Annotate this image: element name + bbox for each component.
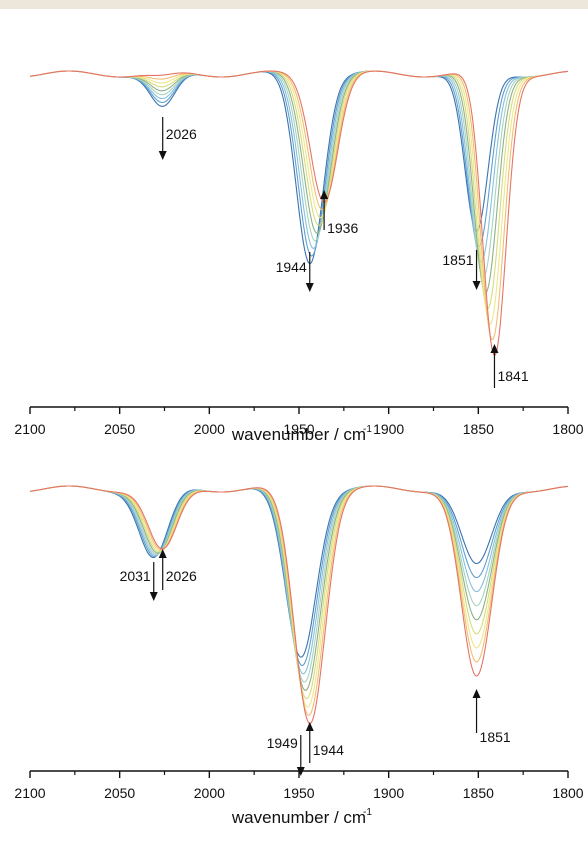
- top-spectrum-panel: 2100 2050 2000 1950 1900 1850 1800 wavenumber /…: [14, 70, 584, 444]
- peak-label: 1949: [267, 735, 298, 751]
- peak-annotation-1944: 1944: [305, 722, 344, 763]
- peak-arrow-head: [149, 592, 158, 601]
- spectrum-series-2: [29, 70, 569, 257]
- peak-label: 1944: [276, 259, 307, 275]
- peak-annotation-1841: 1841: [490, 344, 529, 388]
- peak-arrow-head: [305, 283, 314, 292]
- x-axis-label: wavenumber / cm: [231, 808, 366, 827]
- x-tick-label: 1950: [283, 421, 314, 437]
- x-tick-label: 2000: [194, 785, 225, 801]
- peak-arrow-head: [158, 549, 167, 558]
- x-tick-label: 2050: [104, 785, 135, 801]
- spectrum-series-4: [29, 485, 569, 683]
- peak-arrow-head: [305, 722, 314, 731]
- x-axis-label: wavenumber / cm: [231, 425, 366, 444]
- spectrum-series-5: [29, 485, 569, 691]
- peak-label: 1936: [327, 220, 358, 236]
- x-tick-label: 2100: [14, 785, 45, 801]
- peak-label: 1841: [497, 368, 528, 384]
- peak-label: 1944: [313, 742, 344, 758]
- peak-annotation-2026: 2026: [158, 117, 197, 160]
- peak-annotation-1851: 1851: [472, 689, 511, 745]
- spectrum-series-9: [29, 70, 569, 357]
- peak-arrow-head: [320, 190, 329, 199]
- x-tick-label: 2000: [194, 421, 225, 437]
- peak-arrow-head: [490, 344, 499, 353]
- peak-label: 1851: [442, 252, 473, 268]
- x-tick-label: 1800: [552, 421, 583, 437]
- x-tick-label: 1900: [373, 785, 404, 801]
- bottom-spectrum-panel: 2100 2050 2000 1950 1900 1850 1800 wavenumber /…: [14, 485, 584, 827]
- spectrum-series-9: [29, 485, 569, 725]
- peak-annotation-1944: 1944: [276, 252, 314, 292]
- spectrum-series-3: [29, 70, 569, 263]
- x-tick-label: 1850: [463, 785, 494, 801]
- peak-arrow-head: [296, 767, 305, 776]
- peak-annotation-2031: 2031: [120, 562, 158, 601]
- spectrum-lines: [29, 485, 569, 725]
- x-axis-label-superscript: -1: [363, 807, 372, 818]
- spectrum-series-1: [29, 485, 569, 658]
- x-tick-label: 2050: [104, 421, 135, 437]
- peak-annotation-1851: 1851: [442, 250, 481, 290]
- peak-label: 2031: [120, 568, 151, 584]
- peak-arrow-head: [158, 151, 167, 160]
- peak-label: 1851: [480, 729, 511, 745]
- x-tick-label: 2100: [14, 421, 45, 437]
- x-tick-label: 1950: [283, 785, 314, 801]
- peak-label: 2026: [166, 126, 197, 142]
- x-tick-label: 1900: [373, 421, 404, 437]
- peak-arrow-head: [472, 689, 481, 698]
- peak-label: 2026: [166, 568, 197, 584]
- x-tick-label: 1850: [463, 421, 494, 437]
- spectrum-series-7: [29, 70, 569, 325]
- peak-annotation-1936: 1936: [320, 190, 358, 236]
- peak-annotation-2026: 2026: [158, 549, 197, 590]
- spectrum-lines: [29, 70, 569, 357]
- peak-arrow-head: [472, 281, 481, 290]
- top-banner: [0, 0, 588, 9]
- x-tick-label: 1800: [552, 785, 583, 801]
- x-axis-label-superscript: -1: [363, 424, 372, 435]
- peak-annotation-1949: 1949: [267, 735, 305, 776]
